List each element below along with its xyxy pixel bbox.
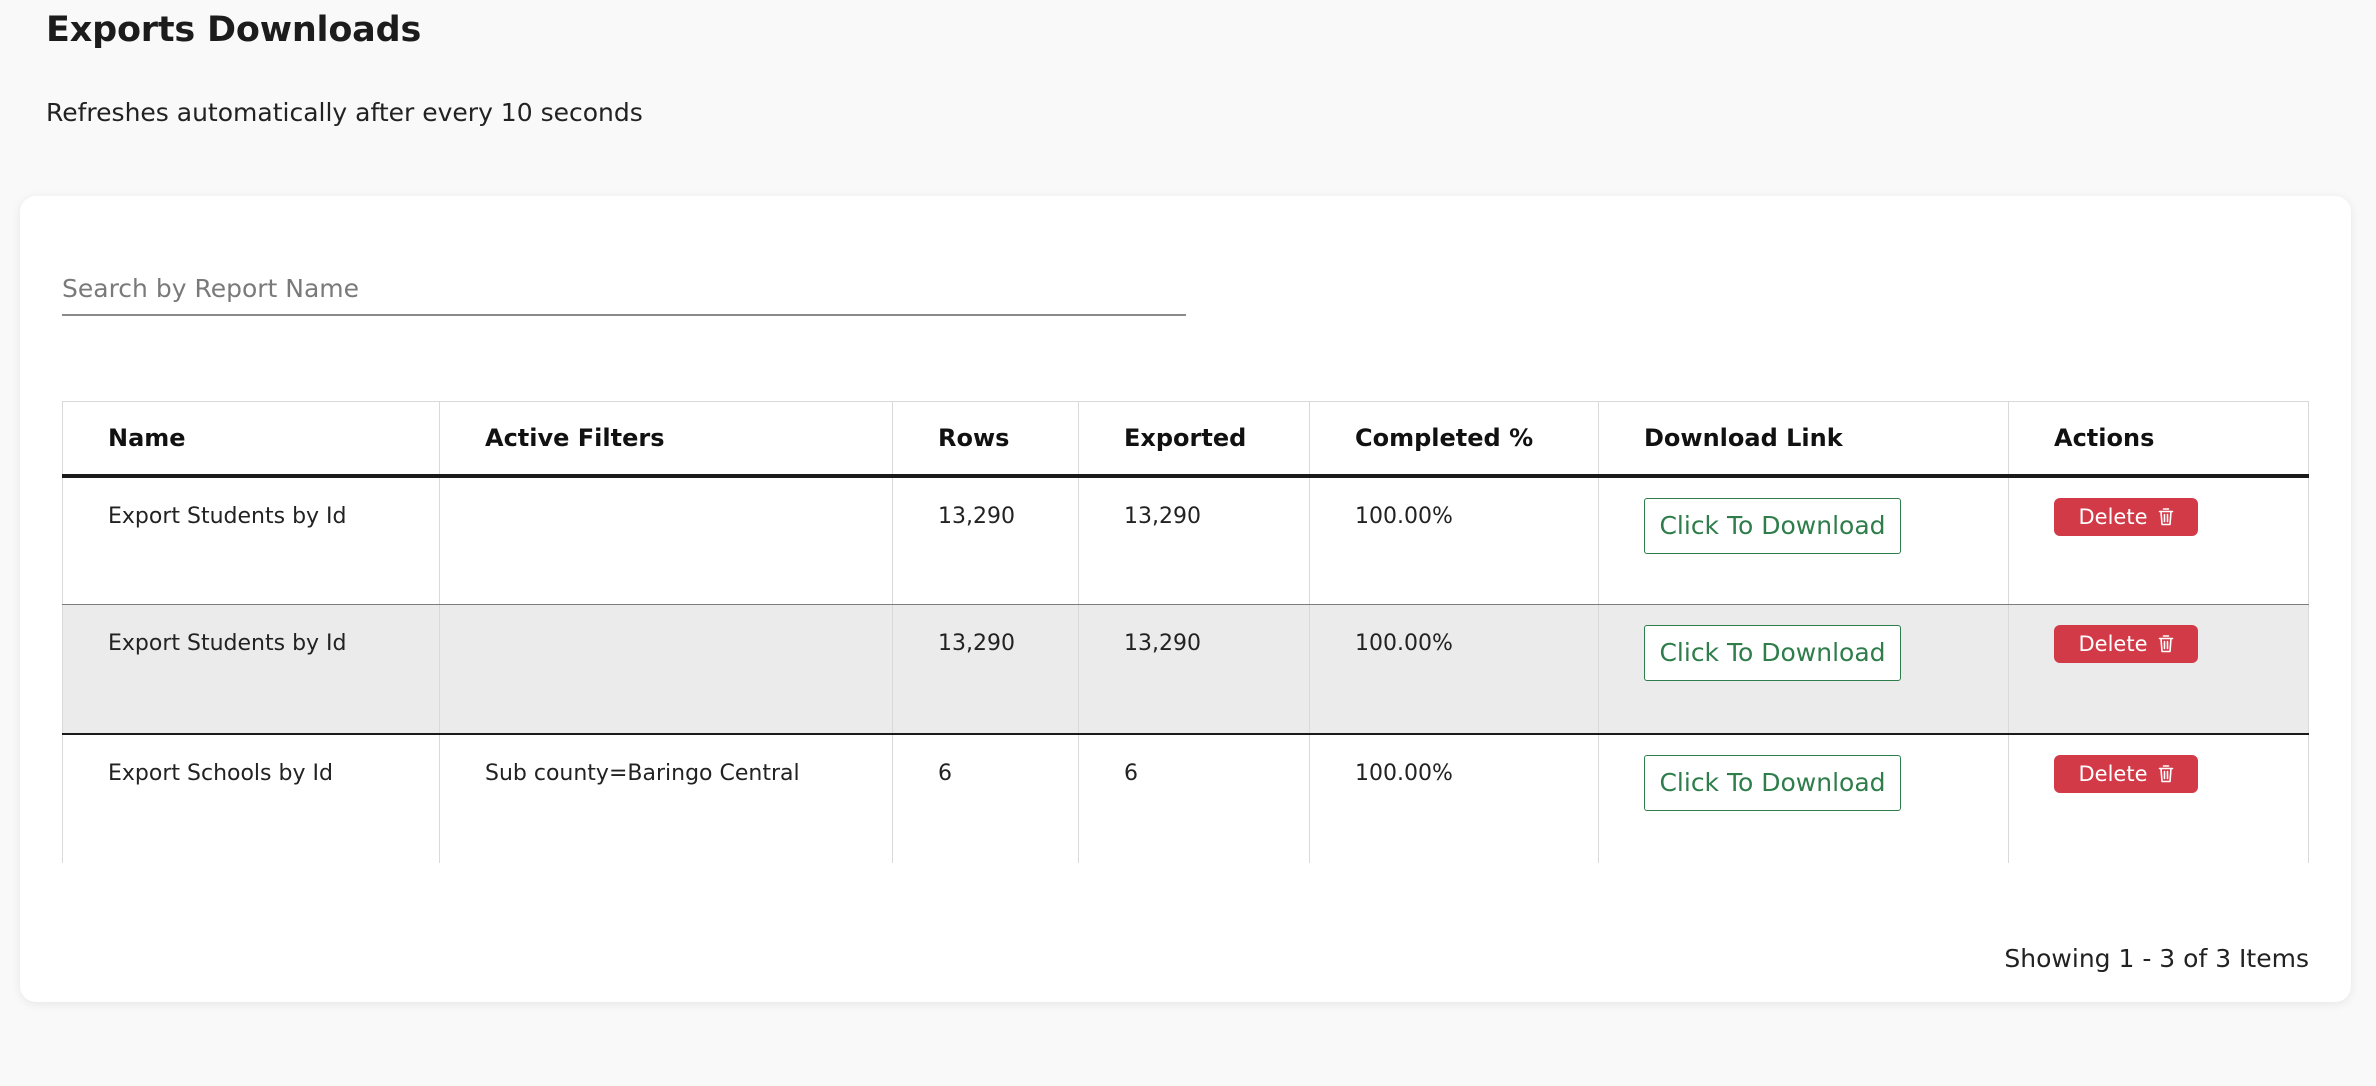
- cell-active-filters: [439, 604, 893, 735]
- cell-download-link: Click To Download: [1598, 604, 2009, 735]
- table-row: Export Students by Id 13,290 13,290 100.…: [62, 604, 2309, 735]
- table-row: Export Schools by Id Sub county=Baringo …: [62, 733, 2309, 863]
- pagination-summary: Showing 1 - 3 of 3 Items: [2004, 944, 2309, 973]
- download-button[interactable]: Click To Download: [1644, 754, 1901, 811]
- column-header-completed: Completed %: [1309, 401, 1599, 478]
- cell-name: Export Schools by Id: [62, 733, 440, 863]
- column-header-exported: Exported: [1078, 401, 1310, 478]
- column-header-download-link: Download Link: [1598, 401, 2009, 478]
- table-header-row: Name Active Filters Rows Exported Comple…: [62, 401, 2309, 478]
- cell-name: Export Students by Id: [62, 604, 440, 735]
- delete-button[interactable]: Delete: [2054, 497, 2198, 536]
- cell-name: Export Students by Id: [62, 475, 440, 605]
- cell-exported: 6: [1078, 733, 1310, 863]
- cell-download-link: Click To Download: [1598, 733, 2009, 863]
- column-header-actions: Actions: [2008, 401, 2309, 478]
- download-button[interactable]: Click To Download: [1644, 497, 1901, 554]
- trash-icon: [2158, 635, 2173, 653]
- download-button[interactable]: Click To Download: [1644, 625, 1901, 681]
- search-input[interactable]: [62, 270, 1186, 316]
- table-row: Export Students by Id 13,290 13,290 100.…: [62, 475, 2309, 605]
- exports-table: Name Active Filters Rows Exported Comple…: [62, 401, 2309, 863]
- trash-icon: [2158, 507, 2173, 525]
- cell-exported: 13,290: [1078, 475, 1310, 605]
- column-header-rows: Rows: [892, 401, 1079, 478]
- cell-rows: 13,290: [892, 475, 1079, 605]
- column-header-active-filters: Active Filters: [439, 401, 893, 478]
- cell-rows: 6: [892, 733, 1079, 863]
- cell-actions: Delete: [2008, 475, 2309, 605]
- cell-exported: 13,290: [1078, 604, 1310, 735]
- cell-actions: Delete: [2008, 604, 2309, 735]
- cell-completed: 100.00%: [1309, 604, 1599, 735]
- trash-icon: [2158, 764, 2173, 782]
- cell-rows: 13,290: [892, 604, 1079, 735]
- delete-button-label: Delete: [2078, 632, 2148, 656]
- delete-button[interactable]: Delete: [2054, 625, 2198, 663]
- cell-completed: 100.00%: [1309, 733, 1599, 863]
- delete-button-label: Delete: [2078, 504, 2148, 529]
- delete-button-label: Delete: [2078, 761, 2148, 786]
- cell-download-link: Click To Download: [1598, 475, 2009, 605]
- cell-active-filters: Sub county=Baringo Central: [439, 733, 893, 863]
- refresh-note: Refreshes automatically after every 10 s…: [46, 98, 643, 127]
- delete-button[interactable]: Delete: [2054, 754, 2198, 793]
- cell-completed: 100.00%: [1309, 475, 1599, 605]
- cell-active-filters: [439, 475, 893, 605]
- cell-actions: Delete: [2008, 733, 2309, 863]
- exports-card: Name Active Filters Rows Exported Comple…: [20, 196, 2351, 1002]
- column-header-name: Name: [62, 401, 440, 478]
- page-title: Exports Downloads: [46, 10, 422, 50]
